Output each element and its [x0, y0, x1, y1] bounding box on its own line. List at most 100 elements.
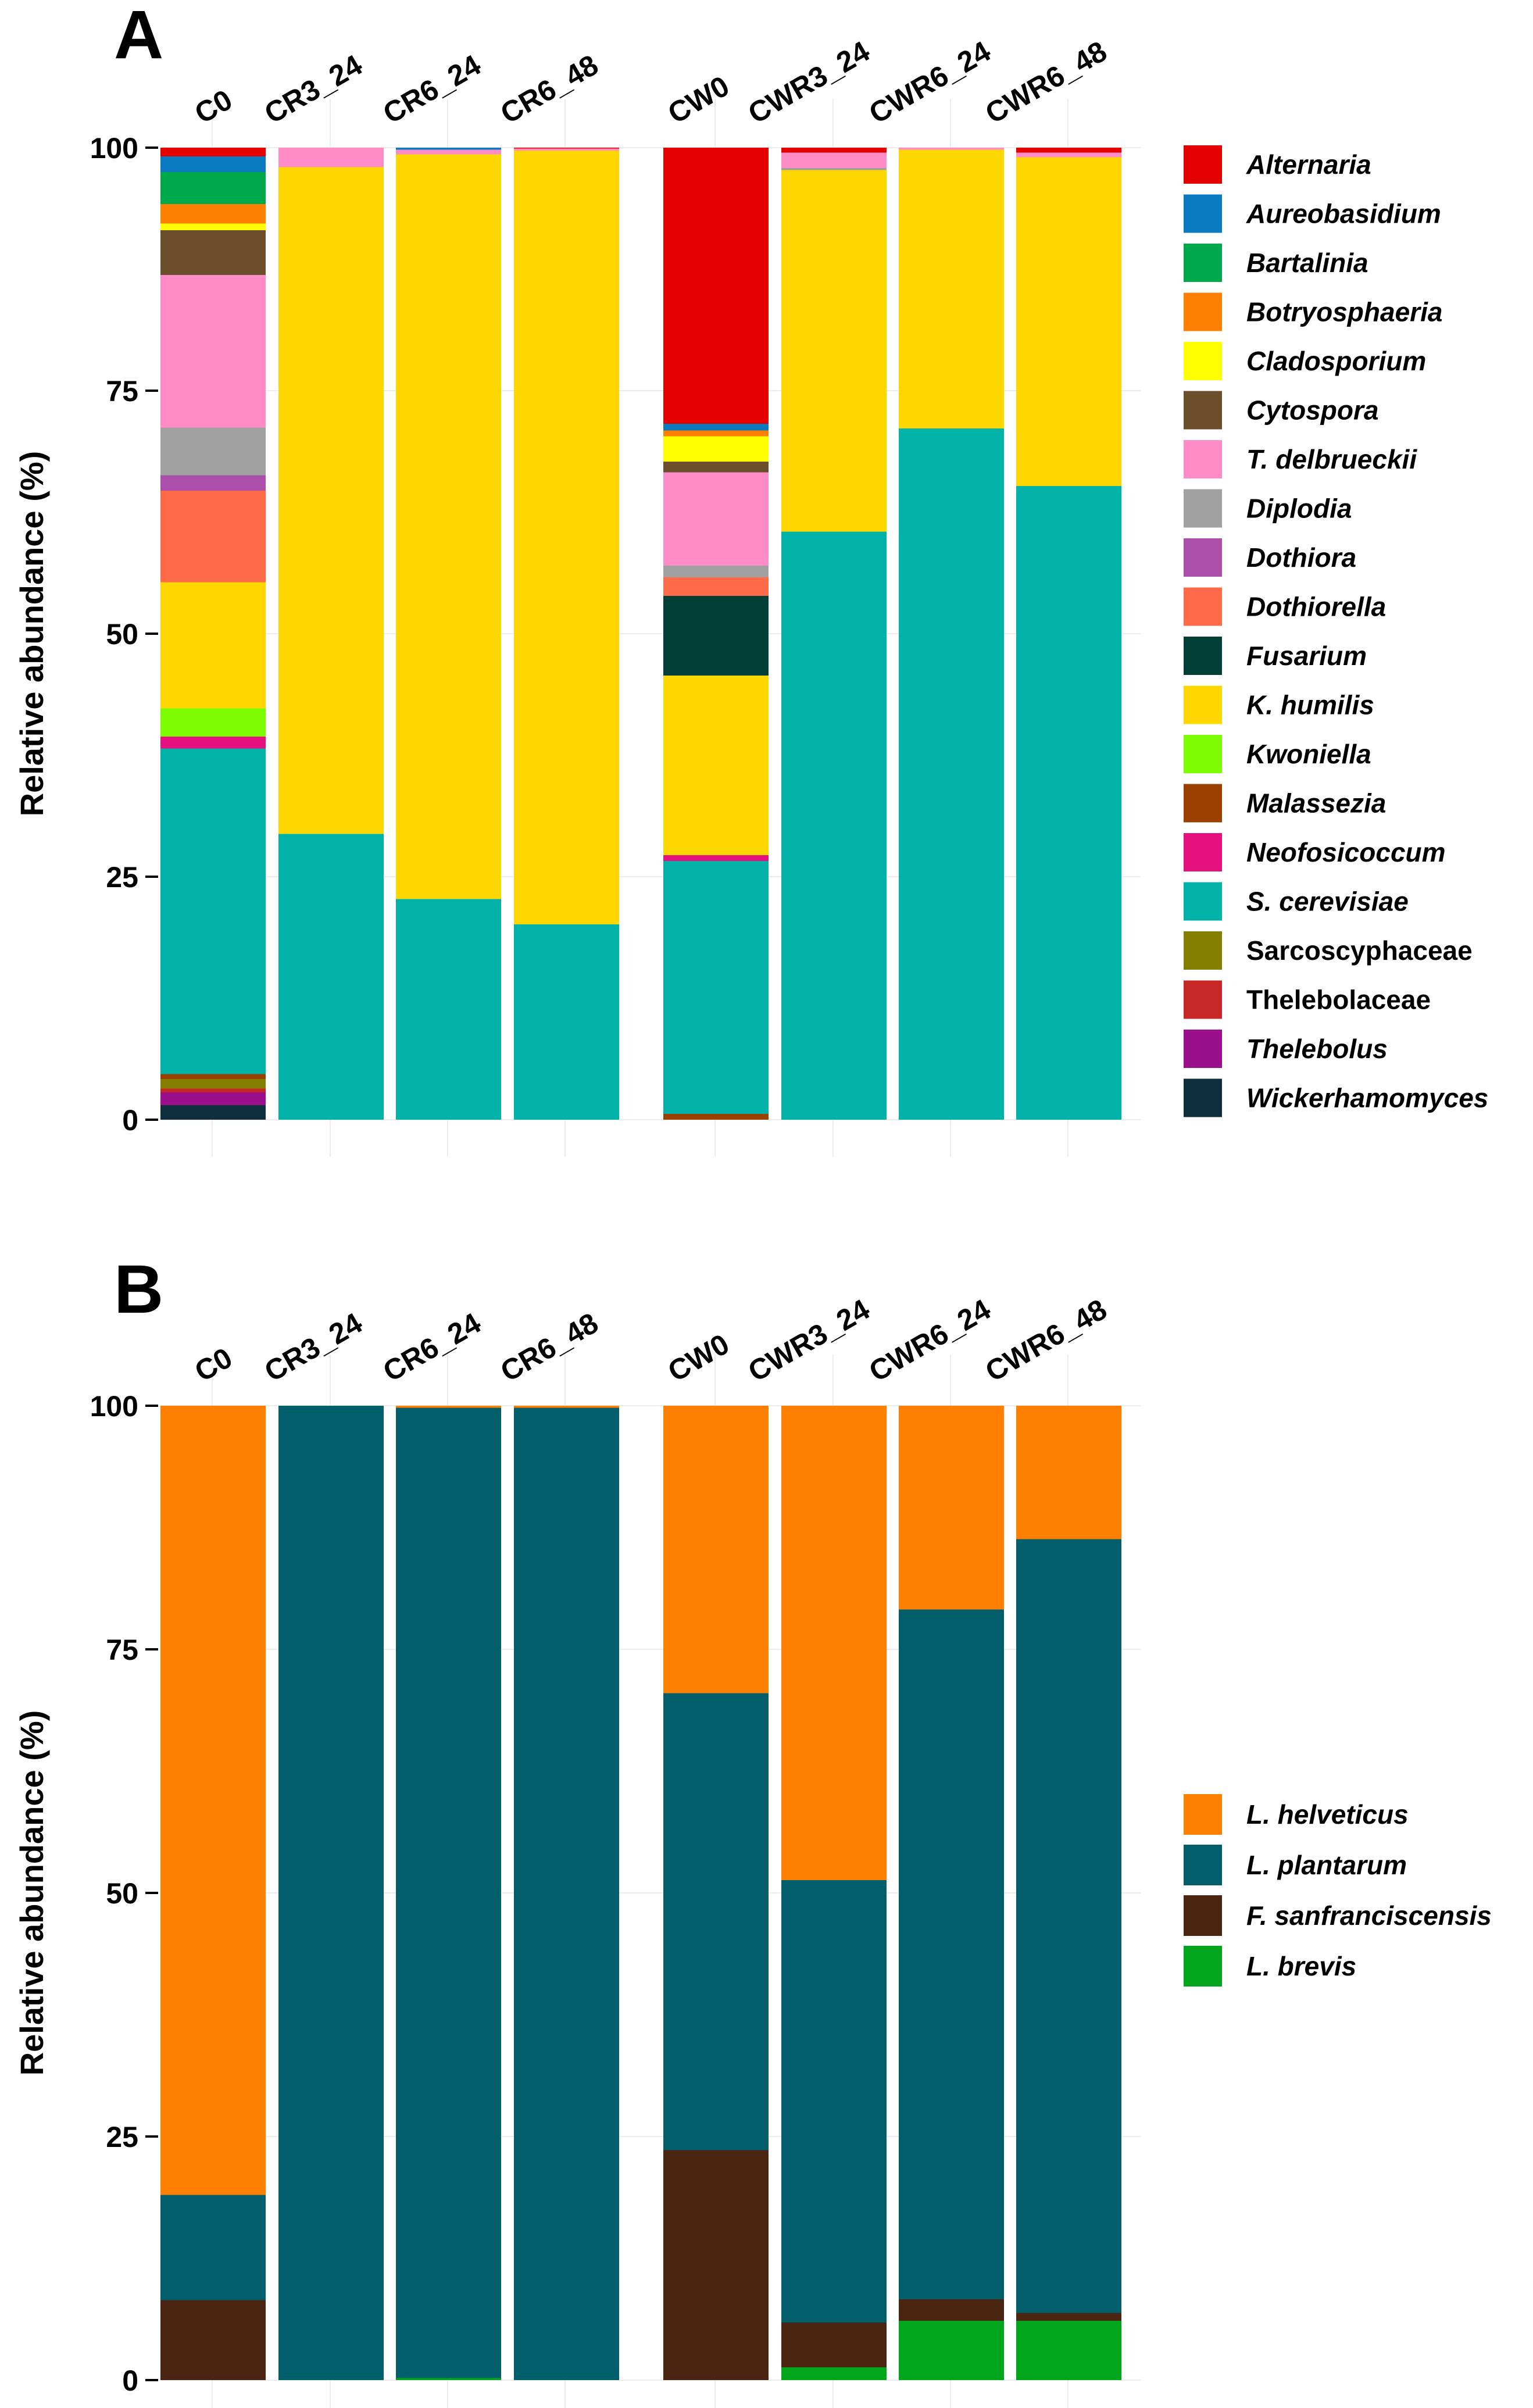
category-label: CWR6_48 [980, 1293, 1113, 1388]
y-tick-label-50: 50 [106, 1877, 138, 1910]
legend-item-bartalinia: Bartalinia [1184, 244, 1368, 282]
legend-label: Thelebolaceae [1246, 985, 1431, 1015]
legend-label: Thelebolus [1246, 1034, 1388, 1064]
category-label: CWR3_24 [743, 1293, 876, 1388]
bar-segment-cw0-neofosicoccum [663, 855, 769, 862]
bar-segment-c0-t-delbrueckii [160, 275, 266, 428]
bar-segment-c0-aureobasidium [160, 156, 266, 172]
category-label: CWR6_48 [980, 35, 1113, 130]
panel-a-letter: A [114, 0, 163, 73]
legend-label: Bartalinia [1246, 248, 1368, 278]
bar-segment-c0-cytospora [160, 230, 266, 276]
legend-label: Malassezia [1246, 788, 1386, 819]
bar-segment-c0-alternaria [160, 148, 266, 157]
bar-segment-c0-botryosphaeria [160, 203, 266, 224]
panel-b-category-labels: C0 CR3_24 CR6_24 CR6_48 CW0 CWR3_24 CWR6… [190, 1293, 1113, 1388]
legend-item-botryosphaeria: Botryosphaeria [1184, 292, 1442, 331]
category-label: CWR3_24 [743, 35, 876, 130]
legend-item-l-brevis: L. brevis [1184, 1946, 1356, 1987]
legend-item-thelebolaceae: Thelebolaceae [1184, 980, 1431, 1019]
bar-segment-c0-bartalinia [160, 172, 266, 204]
bar-segment-cr6-24-l-plantarum [396, 1407, 501, 2378]
legend-item-kwoniella: Kwoniella [1184, 735, 1371, 773]
bar-segment-c0-malassezia [160, 1074, 266, 1079]
y-tick-label-0: 0 [122, 2364, 138, 2397]
bar-segment-cwr3-24-l-helveticus [781, 1406, 887, 1881]
legend-item-wickerhamomyces: Wickerhamomyces [1184, 1078, 1488, 1117]
legend-swatch [1184, 244, 1222, 282]
legend-swatch [1184, 342, 1222, 380]
panel-b-legend: L. helveticus L. plantarum F. sanfrancisce… [1184, 1794, 1492, 1987]
legend-item-fusarium: Fusarium [1184, 637, 1367, 675]
legend-item-t-delbrueckii: T. delbrueckii [1184, 440, 1417, 478]
bar-segment-cr6-48-l-plantarum [514, 1407, 619, 2380]
bar-segment-c0-diplodia [160, 427, 266, 476]
panel-b-y-axis: Relative abundance (%) 100 75 50 25 0 [13, 1390, 158, 2397]
bar-segment-c0-s-cerevisiae [160, 748, 266, 1074]
legend-label: Kwoniella [1246, 739, 1371, 769]
panel-b-letter: B [114, 1251, 163, 1328]
legend-label: Wickerhamomyces [1246, 1083, 1488, 1113]
legend-swatch [1184, 833, 1222, 871]
bar-segment-cw0-dothiorella [663, 577, 769, 596]
legend-label: Cytospora [1246, 395, 1378, 426]
y-tick-label-50: 50 [106, 618, 138, 651]
legend-label: Alternaria [1246, 149, 1371, 180]
bar-segment-c0-l-plantarum [160, 2195, 266, 2300]
bar-segment-cr6-24-t-delbrueckii [396, 149, 501, 155]
bar-segment-cw0-cytospora [663, 462, 769, 473]
legend-item-neofosicoccum: Neofosicoccum [1184, 833, 1446, 871]
legend-swatch [1184, 194, 1222, 233]
bar-segment-cw0-l-plantarum [663, 1693, 769, 2150]
bar-segment-cr6-24-s-cerevisiae [396, 899, 501, 1120]
legend-item-cytospora: Cytospora [1184, 391, 1378, 430]
bar-segment-c0-kwoniella [160, 708, 266, 737]
category-label: C0 [190, 1341, 238, 1388]
legend-swatch [1184, 292, 1222, 331]
legend-label: Diplodia [1246, 494, 1352, 524]
legend-label: Sarcoscyphaceae [1246, 935, 1473, 966]
bar-segment-cr3-24-t-delbrueckii [278, 148, 384, 167]
category-label: CR3_24 [259, 1306, 368, 1388]
legend-swatch [1184, 1030, 1222, 1068]
bar-segment-cw0-k-humilis [663, 675, 769, 856]
bar-segment-c0-dothiorella [160, 491, 266, 583]
legend-item-l-helveticus: L. helveticus [1184, 1794, 1409, 1835]
bar-segment-cwr3-24-l-plantarum [781, 1880, 887, 2323]
panel-a-category-labels: C0 CR3_24 CR6_24 CR6_48 CW0 CWR3_24 CWR6… [190, 35, 1113, 130]
legend-swatch [1184, 1895, 1222, 1936]
y-tick-label-100: 100 [90, 1390, 138, 1423]
panel-a-y-axis: Relative abundance (%) 100 75 50 25 0 [13, 132, 158, 1137]
bar-segment-cwr3-24-k-humilis [781, 170, 887, 532]
bar-segment-cr6-48-t-delbrueckii [514, 148, 619, 151]
legend-label: F. sanfranciscensis [1246, 1900, 1492, 1931]
legend-label: Botryosphaeria [1246, 297, 1442, 327]
legend-label: K. humilis [1246, 690, 1374, 720]
bar-segment-cwr3-24-diplodia [781, 168, 887, 170]
bar-segment-cr6-24-l-brevis [396, 2378, 501, 2380]
category-label: CR6_24 [378, 1306, 487, 1388]
bar-segment-c0-wickerhamomyces [160, 1105, 266, 1120]
bar-segment-c0-l-helveticus [160, 1406, 266, 2195]
legend-item-malassezia: Malassezia [1184, 784, 1386, 823]
bar-segment-cwr6-24-l-brevis [899, 2320, 1004, 2380]
legend-label: L. helveticus [1246, 1799, 1409, 1830]
legend-swatch [1184, 538, 1222, 577]
bar-segment-cw0-l-helveticus [663, 1406, 769, 1694]
legend-label: L. plantarum [1246, 1850, 1407, 1880]
bar-segment-c0-sarcoscyphaceae [160, 1078, 266, 1089]
bar-segment-cw0-f-sanfranciscensis [663, 2150, 769, 2380]
legend-label: L. brevis [1246, 1951, 1356, 1981]
legend-swatch [1184, 882, 1222, 921]
bar-segment-c0-k-humilis [160, 582, 266, 709]
category-label: CW0 [663, 69, 735, 130]
legend-item-diplodia: Diplodia [1184, 489, 1352, 528]
legend-swatch [1184, 980, 1222, 1019]
bar-segment-c0-neofosicoccum [160, 737, 266, 749]
y-axis-label-a: Relative abundance (%) [13, 451, 50, 817]
bar-segment-c0-thelebolaceae [160, 1088, 266, 1093]
bar-segment-cw0-cladosporium [663, 436, 769, 462]
bar-segment-cwr6-48-k-humilis [1016, 157, 1121, 486]
bar-segment-cw0-aureobasidium [663, 423, 769, 431]
category-label: CWR6_24 [864, 35, 996, 130]
